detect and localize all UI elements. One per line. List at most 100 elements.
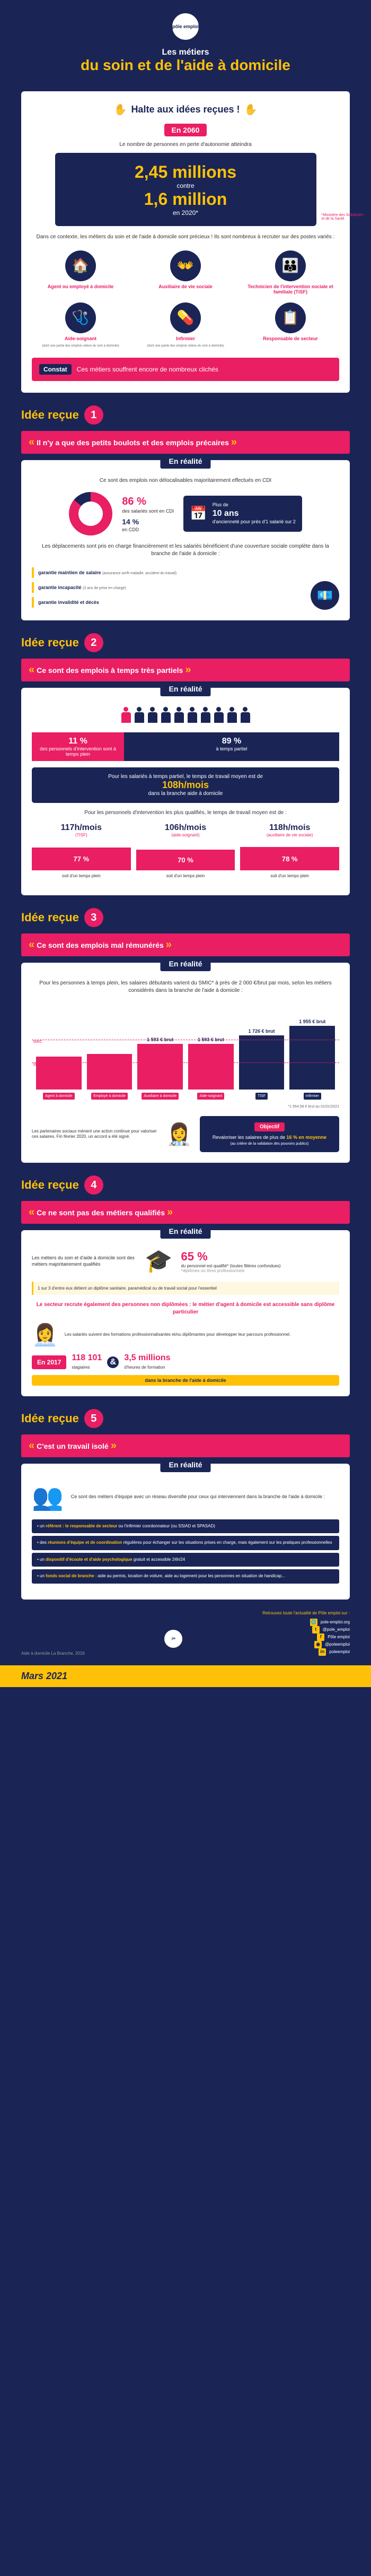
job-item: 👐Auxiliaire de vie sociale [137,250,234,295]
qual-item: 106h/mois(aide-soignant)70 %soit d'un te… [136,823,235,878]
job-item: 👪Technicien de l'intervention sociale et… [242,250,339,295]
constat-tag: Constat [39,364,72,375]
job-item: 💊Infirmier(dont une partie des emplois r… [137,302,234,348]
person-icon [213,707,225,724]
idee-4-quote: Ce ne sont pas des métiers qualifiés [21,1201,350,1224]
qual-item: 118h/mois(auxiliaire de vie sociale)78 %… [240,823,339,878]
job-icon: 🩺 [65,302,96,333]
web-icon: 🌐 [310,1619,317,1626]
i1-desc: Les déplacements sont pris en charge fin… [32,543,339,558]
idee-4-realite: En réalité Les métiers du soin et d'aide… [21,1230,350,1396]
job-item: 📋Responsable de secteur [242,302,339,348]
donut-chart [69,492,112,535]
job-icon: 🏠 [65,250,96,281]
idee-2-quote: Ce sont des emplois à temps très partiel… [21,659,350,681]
nurse-icon: 👩‍⚕️ [166,1122,192,1147]
idee-1-realite: En réalité Ce sont des emplois non déloc… [21,460,350,620]
ampersand-icon: & [107,1356,119,1368]
office-worker-icon: 👩‍💼 [32,1322,58,1347]
bullets-list: • un référent : le responsable de secteu… [32,1519,339,1584]
diploma-note: 1 sur 3 d'entre eux détient un diplôme s… [32,1282,339,1295]
person-icon [160,707,172,724]
salary-bar: 1 726 € brutTISF [239,1028,285,1100]
idee-4-header: Idée reçue4 [21,1175,350,1195]
idee-5-quote: C'est un travail isolé [21,1434,350,1457]
salary-bar: Agent à domicile [36,1055,82,1100]
idee-label: Idée reçue [21,408,79,422]
person-icon [147,707,158,724]
garanties-list: garantie maintien de salaire (assurance … [32,565,339,610]
graduate-icon: 🎓 [145,1248,172,1274]
constat-box: Constat Ces métiers souffrent encore de … [32,358,339,381]
smic-note: *1 554,58 € brut au 01/01/2021 [32,1105,339,1109]
stat-2020-lbl: en 2020* [65,209,307,217]
qualified-hours-chart: 117h/mois(TISF)77 %soit d'un temps plein… [32,823,339,878]
money-hand-icon: 💶 [311,581,339,610]
salary-bar: Employé à domicile [87,1052,132,1100]
job-icon: 💊 [170,302,201,333]
idee-3-header: Idée reçue3 [21,908,350,927]
branch-band: dans la branche de l'aide à domicile [32,1375,339,1386]
person-icon [173,707,185,724]
person-icon [226,707,238,724]
stat-contre: contre [65,182,307,189]
garantie-item: garantie incapacité (3 ans de prise en c… [32,582,216,593]
intro-sub: Le nombre de personnes en perte d'autono… [32,142,339,148]
footer: Aide à domicile La Branche, 2019 pe Retr… [21,1610,350,1656]
jobs-grid: 🏠Agent ou employé à domicile👐Auxiliaire … [32,250,339,348]
cdi-stat: 86 % des salariés sont en CDI 14 % en CD… [122,495,174,533]
header: pôle emploi Les métiers du soin et de l'… [0,0,371,82]
salary-bar: 1 593 € brutAuxiliaire à domicile [137,1037,183,1100]
job-item: 🏠Agent ou employé à domicile [32,250,129,295]
bullet-item: • des réunions d'équipe et de coordinati… [32,1536,339,1550]
instagram-icon: ◉ [314,1641,322,1648]
job-icon: 📋 [275,302,306,333]
idee-3-quote: Ce sont des emplois mal rémunérés [21,933,350,956]
job-icon: 👐 [170,250,201,281]
split-bar: 11 %des personnels d'intervention sont à… [32,732,339,761]
halte-title: Halte aux idées reçues ! [114,103,258,116]
person-icon [240,707,251,724]
partners-row: Les partenaires sociaux mènent une actio… [32,1116,339,1152]
twitter-icon: t [312,1626,320,1633]
hours-band: Pour les salariés à temps partiel, le te… [32,767,339,803]
i1-sub: Ce sont des emplois non délocalisables m… [32,477,339,485]
person-icon [200,707,211,724]
salary-bar-chart: SMICSMIC Agent à domicileEmployé à domic… [32,1004,339,1100]
salary-bar: 1 593 € brutAide-soignant [188,1037,234,1100]
bullet-item: • un fonds social de branche : aide au p… [32,1569,339,1583]
en2017-stats: En 2017 118 101stagiaires & 3,5 millions… [32,1354,339,1371]
idee-5-header: Idée reçue5 [21,1409,350,1428]
source-note: *Ministère des Solidarités et de la Sant… [322,213,364,221]
idee-number: 1 [84,405,103,425]
title-line-2: du soin et de l'aide à domicile [11,57,360,74]
people-pictogram [32,707,339,724]
calendar-icon: 📅 [190,505,207,523]
footer-logo: pe [164,1630,182,1648]
bullet-item: • un référent : le responsable de secteu… [32,1519,339,1533]
intro-panel: Halte aux idées reçues ! En 2060 Le nomb… [21,91,350,393]
idee-2-header: Idée reçue2 [21,633,350,652]
salary-bar: 1 955 € brutInfirmier [289,1019,335,1100]
person-icon [187,707,198,724]
realite-title: En réalité [160,454,210,469]
person-icon [120,707,132,724]
big-stat-box: 2,45 millions contre 1,6 million en 2020… [55,153,316,226]
social-links: Retrouvez toute l'actualité de Pôle empl… [262,1610,350,1656]
job-item: 🩺Aide-soignant(dont une partie des emplo… [32,302,129,348]
team-icon: 👥 [32,1482,64,1512]
garantie-item: garantie invalidité et décès [32,597,216,608]
idee-1-header: Idée reçue 1 [21,405,350,425]
formation-row: 👩‍💼 Les salariés suivent des formations … [32,1322,339,1347]
logo: pôle emploi [172,13,199,40]
idee-2-realite: En réalité 11 %des personnels d'interven… [21,688,350,895]
facebook-icon: f [317,1633,324,1641]
constat-text: Ces métiers souffrent encore de nombreux… [77,366,218,373]
objectif-box: Objectif Revaloriser les salaires de plu… [200,1116,339,1152]
qual-item: 117h/mois(TISF)77 %soit d'un temps plein [32,823,131,878]
bullet-item: • un dispositif d'écoute et d'aide psych… [32,1553,339,1567]
idee-5-realite: En réalité 👥 Ce sont des métiers d'équip… [21,1464,350,1600]
date-bar: Mars 2021 [0,1665,371,1687]
garantie-item: garantie maintien de salaire (assurance … [32,567,216,578]
title-line-1: Les métiers [11,48,360,57]
